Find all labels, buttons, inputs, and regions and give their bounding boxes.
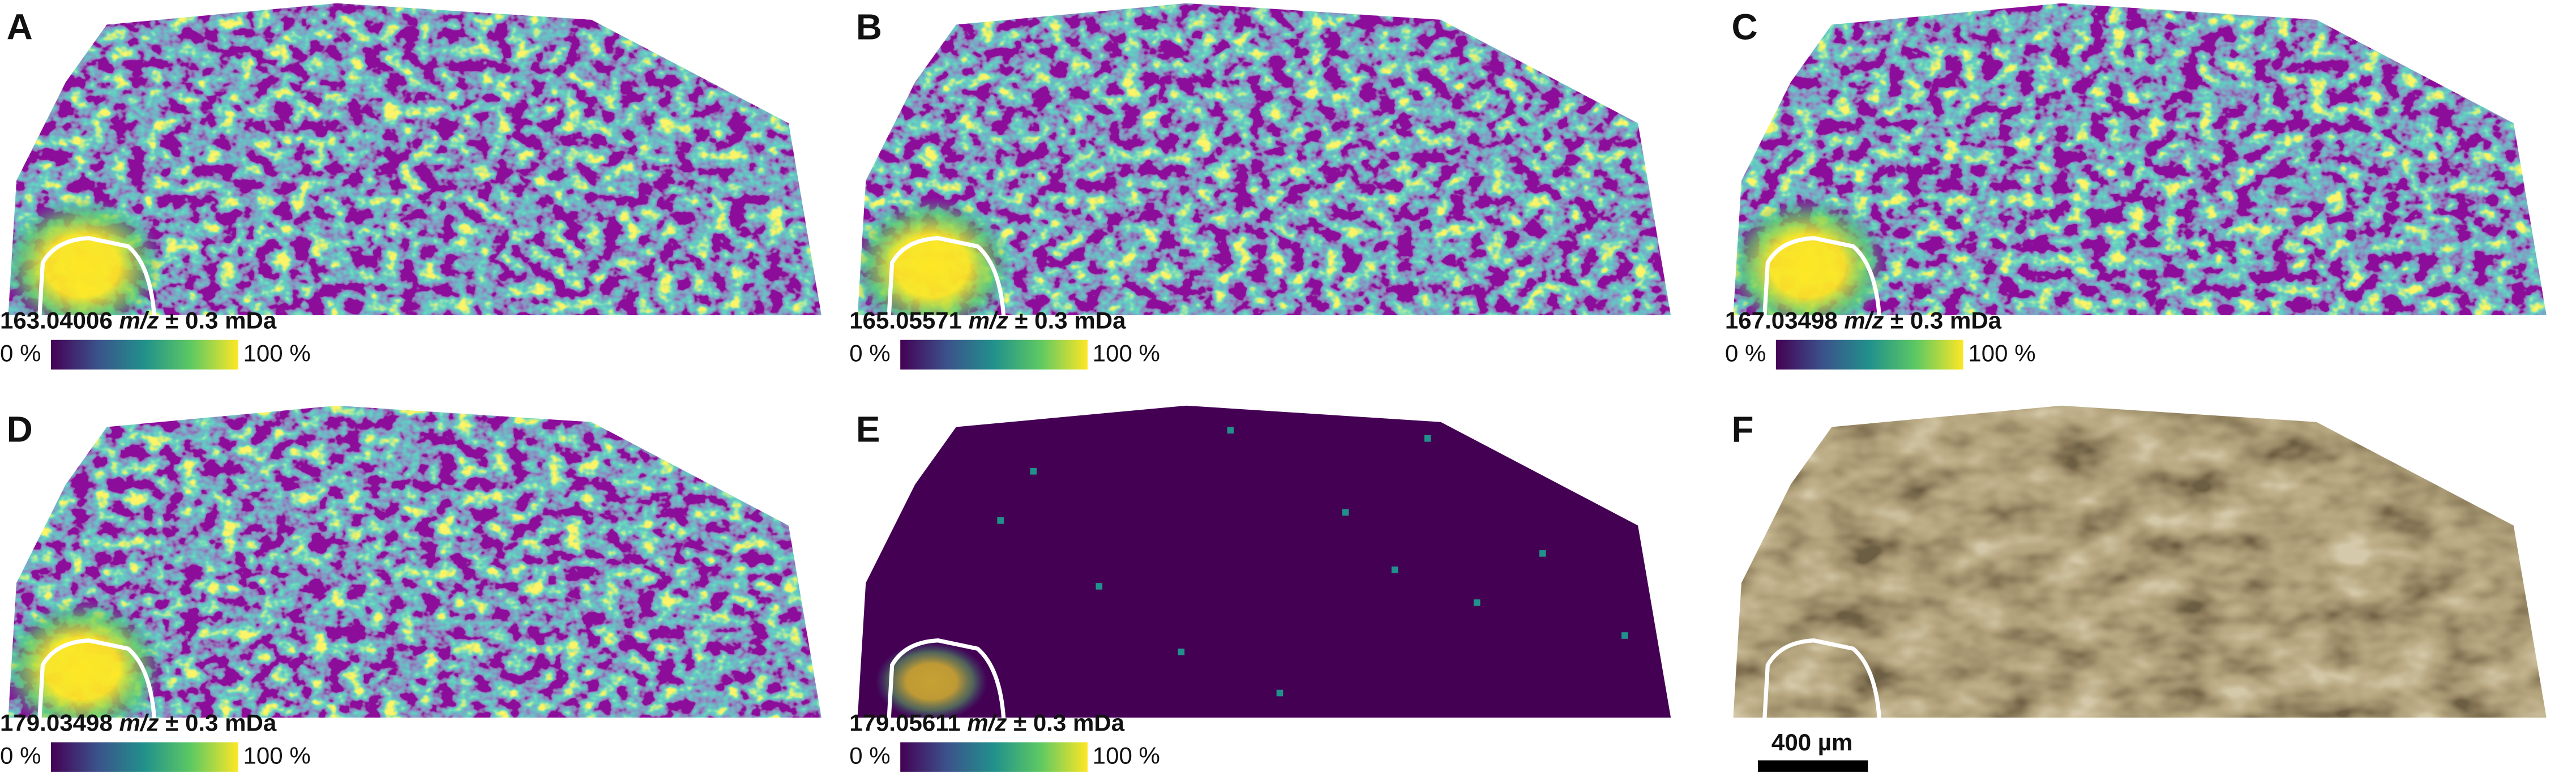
colorbar-min: 0 % (0, 742, 41, 769)
colorbar-max: 100 % (1093, 742, 1160, 769)
map-pixel (1227, 427, 1234, 434)
mz-mass: 179.03498 (0, 709, 113, 736)
mz-unit: m/z (1844, 307, 1884, 333)
image-map (8, 3, 821, 316)
panel-letter: C (1731, 7, 1757, 48)
region-outline (37, 638, 157, 722)
colorbar-max: 100 % (243, 742, 310, 769)
panel-letter: A (7, 7, 33, 48)
mz-unit: m/z (969, 307, 1008, 333)
map-pixel (1424, 435, 1431, 442)
mz-unit: m/z (119, 709, 159, 736)
colorbar-min: 0 % (0, 340, 41, 366)
map-pixel (1096, 583, 1103, 590)
mz-unit: m/z (967, 709, 1007, 736)
photo-tint (1733, 405, 2547, 718)
map-pixel (1391, 566, 1398, 573)
mz-tolerance: ± 0.3 mDa (1013, 709, 1125, 736)
panel: B 165.05571 m/z ± 0.3 mDa 0 % 100 % (849, 3, 1671, 370)
region-outline (1762, 236, 1882, 319)
colorbar (50, 340, 238, 370)
mz-label: 167.03498 m/z ± 0.3 mDa (1725, 307, 2002, 333)
mz-label: 179.03498 m/z ± 0.3 mDa (0, 709, 277, 736)
mz-label: 165.05571 m/z ± 0.3 mDa (849, 307, 1126, 333)
map-pixel (1621, 632, 1628, 639)
image-map (857, 405, 1671, 718)
map-pixel (1539, 550, 1546, 557)
region-outline (887, 236, 1006, 319)
colorbar-max: 100 % (1968, 340, 2035, 366)
colorbar (900, 742, 1088, 772)
mz-label: 163.04006 m/z ± 0.3 mDa (0, 307, 277, 333)
mz-tolerance: ± 0.3 mDa (165, 709, 277, 736)
image-map (8, 405, 821, 718)
map-pixel (1276, 689, 1283, 697)
image-map (1733, 3, 2547, 316)
mz-mass: 165.05571 (849, 307, 962, 333)
mz-mass: 167.03498 (1725, 307, 1838, 333)
panel-letter: B (856, 7, 882, 48)
colorbar-min: 0 % (849, 340, 890, 366)
region-outline (887, 638, 1006, 722)
panel: C 167.03498 m/z ± 0.3 mDa 0 % 100 % (1725, 3, 2547, 370)
map-pixel (1473, 599, 1480, 606)
mz-tolerance: ± 0.3 mDa (1890, 307, 2002, 333)
panel: F 400 µm (1731, 405, 2547, 772)
hotspot (875, 642, 987, 718)
scale-bar (1757, 760, 1868, 772)
region-outline (1762, 638, 1882, 722)
panel: A 163.04006 m/z ± 0.3 mDa 0 % 100 % (0, 3, 821, 370)
panel: D 179.03498 m/z ± 0.3 mDa 0 % 100 % (0, 405, 821, 772)
colorbar-max: 100 % (1093, 340, 1160, 366)
map-pixel (1178, 649, 1185, 655)
mz-tolerance: ± 0.3 mDa (1015, 307, 1126, 333)
colorbar-max: 100 % (243, 340, 310, 366)
panel: E 179.05611 m/z ± 0.3 mDa 0 % 100 % (849, 405, 1671, 772)
panel-letter: D (7, 409, 33, 450)
mz-mass: 179.05611 (849, 709, 961, 736)
map-pixel (1030, 468, 1037, 475)
panel-letter: F (1731, 409, 1753, 450)
panel-letter: E (856, 409, 880, 450)
colorbar (50, 742, 238, 772)
map-pixel (997, 517, 1004, 524)
image-map (857, 3, 1671, 316)
colorbar (1775, 340, 1963, 370)
colorbar-min: 0 % (1725, 340, 1766, 366)
scale-bar-label: 400 µm (1771, 729, 1853, 755)
image-map (1733, 405, 2547, 718)
mz-tolerance: ± 0.3 mDa (165, 307, 277, 333)
colorbar (900, 340, 1088, 370)
region-outline (37, 236, 157, 319)
mz-unit: m/z (119, 307, 159, 333)
mz-mass: 163.04006 (0, 307, 113, 333)
colorbar-min: 0 % (849, 742, 890, 769)
map-pixel (1342, 509, 1349, 516)
mz-label: 179.05611 m/z ± 0.3 mDa (849, 709, 1125, 736)
